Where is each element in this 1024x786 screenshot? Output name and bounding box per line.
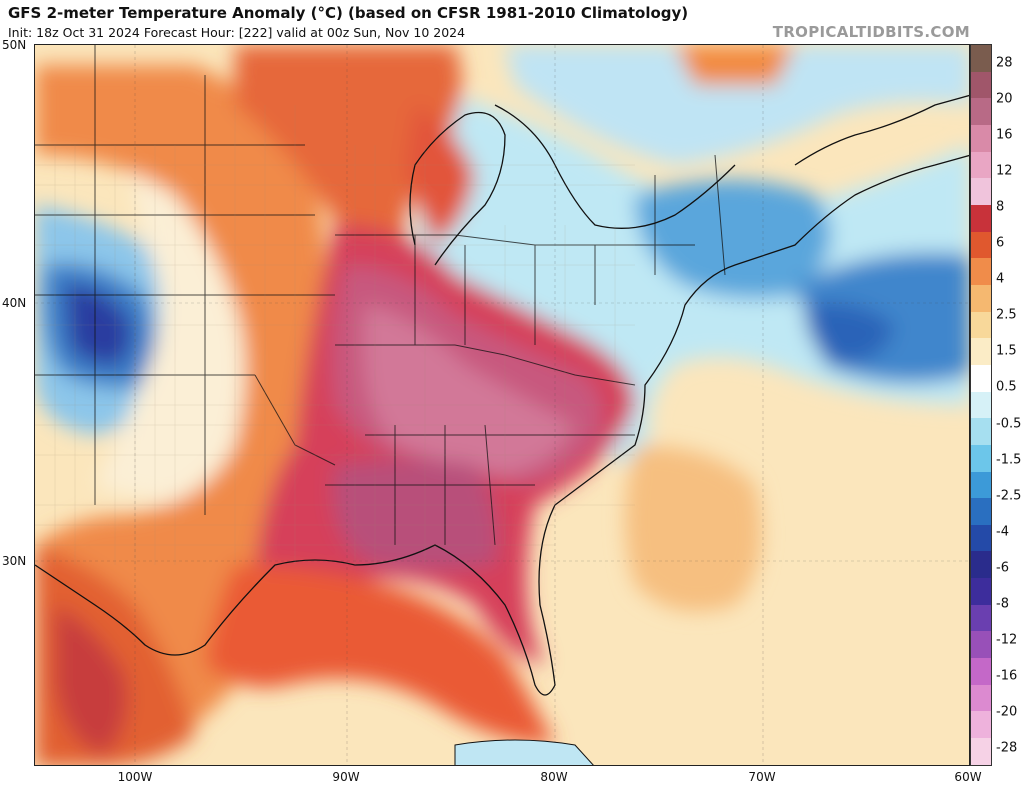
lon-label-70w: 70W — [748, 770, 776, 784]
colorbar-label: -20 — [996, 704, 1018, 720]
colorbar-label: 8 — [996, 199, 1005, 215]
state-borders — [35, 45, 726, 546]
brand-watermark: TROPICALTIDBITS.COM — [772, 23, 970, 41]
lat-label-30n: 30N — [2, 554, 27, 568]
map-title: GFS 2-meter Temperature Anomaly (°C) (ba… — [8, 4, 689, 22]
colorbar-label: -8 — [996, 596, 1009, 612]
colorbar-label: 1.5 — [996, 343, 1017, 359]
graticule — [35, 45, 969, 765]
colorbar-segment — [971, 711, 991, 739]
colorbar-segment — [971, 578, 991, 605]
lat-label-40n: 40N — [2, 296, 27, 310]
colorbar-segment — [971, 71, 991, 99]
anomaly-map-canvas — [35, 45, 969, 765]
colorbar-label: 20 — [996, 91, 1013, 107]
colorbar-label: 16 — [996, 127, 1013, 143]
anomaly-shading — [35, 45, 969, 765]
colorbar-segment — [971, 338, 991, 365]
map-subtitle: Init: 18z Oct 31 2024 Forecast Hour: [22… — [8, 25, 466, 40]
colorbar-label: 2.5 — [996, 307, 1017, 323]
colorbar-label: -16 — [996, 668, 1018, 684]
colorbar-label: 6 — [996, 235, 1005, 251]
lon-label-60w: 60W — [954, 770, 982, 784]
colorbar-segment — [971, 258, 991, 285]
colorbar-label: -4 — [996, 524, 1009, 540]
colorbar — [970, 44, 992, 766]
colorbar-label: 12 — [996, 163, 1013, 179]
colorbar-segment — [971, 738, 991, 765]
colorbar-label: -1.5 — [996, 452, 1022, 468]
colorbar-label: -0.5 — [996, 416, 1022, 432]
colorbar-segment — [971, 364, 991, 392]
colorbar-segment — [971, 124, 991, 152]
colorbar-label: -12 — [996, 632, 1018, 648]
colorbar-label: 4 — [996, 271, 1005, 287]
colorbar-segment — [971, 658, 991, 685]
colorbar-segment — [971, 45, 991, 72]
colorbar-segment — [971, 418, 991, 445]
colorbar-label: 28 — [996, 55, 1013, 71]
coastline-outline — [35, 94, 969, 696]
lon-label-90w: 90W — [332, 770, 360, 784]
lon-label-100w: 100W — [117, 770, 153, 784]
colorbar-segment — [971, 204, 991, 232]
colorbar-label: -28 — [996, 740, 1018, 756]
lat-label-50n: 50N — [2, 38, 27, 52]
colorbar-segment — [971, 471, 991, 499]
colorbar-segment — [971, 178, 991, 205]
colorbar-segment — [971, 98, 991, 125]
cuba-outline — [454, 739, 594, 765]
colorbar-segment — [971, 151, 991, 179]
colorbar-segment — [971, 311, 991, 339]
colorbar-label: 0.5 — [996, 379, 1017, 395]
colorbar-segment — [971, 551, 991, 579]
colorbar-segment — [971, 524, 991, 552]
colorbar-segment — [971, 604, 991, 632]
colorbar-segment — [971, 444, 991, 472]
anomaly-map — [34, 44, 970, 766]
colorbar-segment — [971, 231, 991, 259]
colorbar-label: -6 — [996, 560, 1009, 576]
lon-label-80w: 80W — [540, 770, 568, 784]
colorbar-segment — [971, 631, 991, 659]
colorbar-segment — [971, 684, 991, 712]
colorbar-segment — [971, 498, 991, 525]
colorbar-segment — [971, 391, 991, 419]
county-grid — [35, 105, 635, 565]
colorbar-label: -2.5 — [996, 488, 1022, 504]
colorbar-segment — [971, 284, 991, 312]
